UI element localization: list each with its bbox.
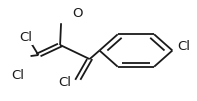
Text: Cl: Cl: [59, 76, 72, 89]
Text: Cl: Cl: [178, 40, 191, 53]
Text: Cl: Cl: [11, 69, 24, 82]
Text: O: O: [72, 7, 83, 20]
Text: Cl: Cl: [19, 31, 32, 44]
